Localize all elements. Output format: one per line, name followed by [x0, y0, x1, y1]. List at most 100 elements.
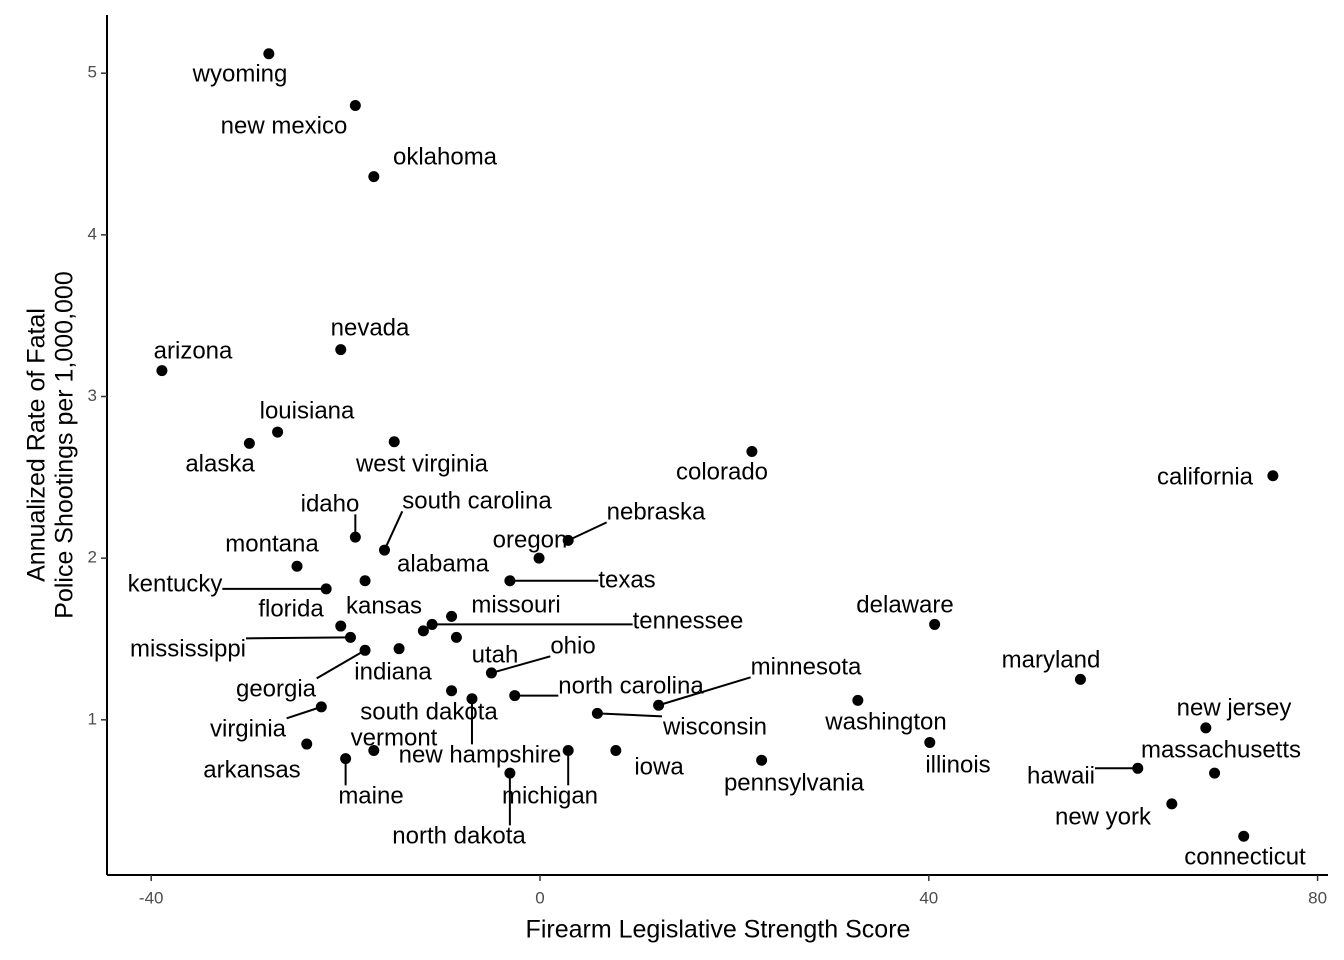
point	[426, 618, 438, 630]
point	[301, 738, 313, 750]
point	[1200, 722, 1212, 734]
point	[368, 171, 380, 183]
point-label: north dakota	[392, 822, 526, 849]
point	[1238, 830, 1250, 842]
label-connector	[567, 521, 608, 542]
point-label: new york	[1055, 803, 1152, 830]
point-label: new jersey	[1177, 694, 1292, 721]
x-tick-label: 40	[919, 888, 938, 907]
point	[504, 767, 516, 779]
point	[1074, 673, 1086, 685]
point-label: delaware	[856, 591, 953, 618]
point-label: arkansas	[203, 756, 300, 783]
point	[446, 610, 458, 622]
point-label: mississippi	[130, 635, 246, 662]
label-connector	[658, 676, 751, 707]
point	[272, 426, 284, 438]
point-label: missouri	[471, 591, 560, 618]
y-tick-label: 2	[88, 548, 97, 567]
point-label: nevada	[331, 314, 410, 341]
point	[533, 552, 545, 564]
point	[1267, 470, 1279, 482]
point-label: indiana	[354, 658, 432, 685]
point-label: vermont	[351, 724, 438, 751]
point-label: new mexico	[221, 112, 348, 139]
point-label: new hampshire	[399, 741, 562, 768]
point	[243, 437, 255, 449]
point	[924, 736, 936, 748]
point-label: alabama	[397, 550, 490, 577]
label-connector	[491, 655, 551, 674]
x-tick-label: 0	[535, 888, 544, 907]
point	[509, 690, 521, 702]
point	[393, 643, 405, 655]
point	[315, 701, 327, 713]
point-label: kansas	[346, 592, 422, 619]
point-label: utah	[472, 641, 519, 668]
point-label: iowa	[634, 753, 684, 780]
y-tick-label: 4	[88, 224, 97, 243]
point	[340, 753, 352, 765]
x-axis-title: Firearm Legislative Strength Score	[526, 916, 911, 944]
point-label: montana	[225, 530, 319, 557]
y-tick-label: 3	[88, 386, 97, 405]
point-label: washington	[824, 708, 946, 735]
point-label: georgia	[236, 675, 317, 702]
point	[388, 436, 400, 448]
point-label: west virginia	[355, 450, 489, 477]
point	[610, 745, 622, 757]
point	[291, 560, 303, 572]
y-tick-label: 1	[88, 709, 97, 728]
point-label: pennsylvania	[724, 769, 865, 796]
point	[379, 544, 390, 556]
point	[349, 531, 361, 543]
point-label: idaho	[301, 490, 360, 517]
point-label: nebraska	[607, 498, 706, 525]
y-axis-title: Annualized Rate of Fatal	[23, 308, 51, 582]
point-label: kentucky	[128, 570, 223, 597]
point	[653, 699, 665, 711]
point	[417, 625, 429, 637]
point-label: ohio	[550, 632, 595, 659]
point-label: oklahoma	[393, 143, 498, 170]
point-label: north carolina	[558, 672, 704, 699]
point	[591, 707, 603, 719]
point	[746, 445, 758, 457]
x-tick-label: -40	[139, 888, 164, 907]
point	[349, 100, 361, 112]
point	[359, 644, 371, 656]
label-connector	[316, 649, 366, 680]
point	[263, 48, 275, 60]
point-label: south carolina	[402, 487, 552, 514]
point	[756, 754, 768, 766]
point-label: louisiana	[260, 397, 355, 424]
point-label: virginia	[210, 715, 287, 742]
point	[466, 693, 478, 705]
point-label: illinois	[925, 751, 990, 778]
point-label: alaska	[185, 450, 255, 477]
point-label: california	[1157, 463, 1254, 490]
point	[335, 620, 347, 632]
point-label: maryland	[1002, 646, 1101, 673]
point	[1166, 798, 1178, 810]
label-connector	[245, 636, 351, 640]
point	[359, 575, 371, 587]
point-label: oregon	[493, 526, 568, 553]
point	[368, 745, 380, 757]
point	[446, 685, 458, 697]
point-label: tennessee	[633, 607, 744, 634]
label-connector	[286, 705, 322, 720]
point	[485, 667, 497, 679]
point-label: colorado	[676, 458, 768, 485]
point-label: massachusetts	[1141, 736, 1301, 763]
point-label: texas	[598, 566, 655, 593]
point-label: maine	[338, 782, 403, 809]
point	[450, 631, 462, 643]
point	[344, 631, 356, 643]
point-label: minnesota	[751, 653, 862, 680]
point-label: connecticut	[1184, 843, 1306, 870]
point	[562, 534, 574, 546]
y-axis-title: Police Shootings per 1,000,000	[51, 271, 79, 618]
point-label: south dakota	[360, 698, 498, 725]
